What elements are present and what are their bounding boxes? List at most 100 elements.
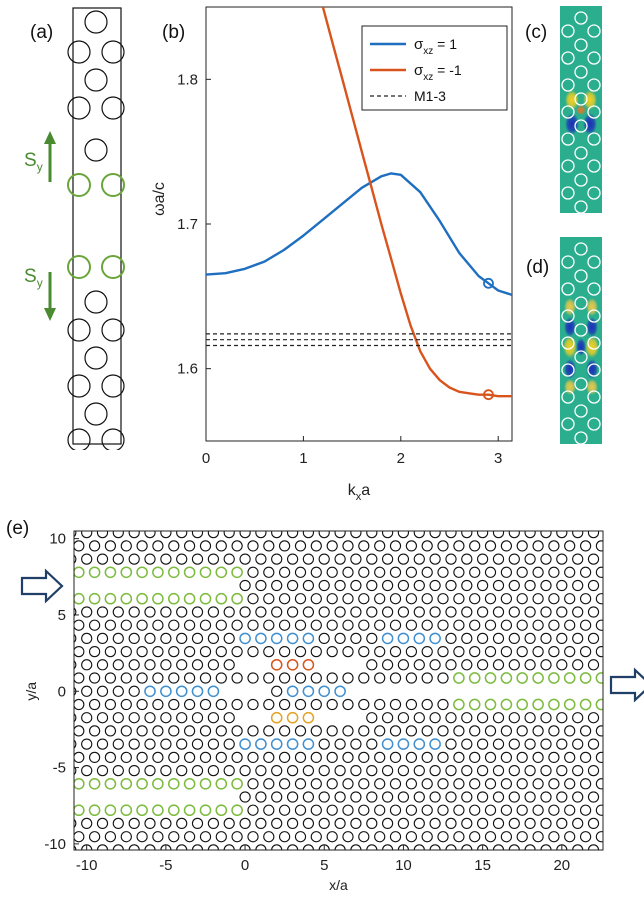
air-hole — [334, 738, 346, 750]
blue-hole — [286, 685, 299, 698]
air-hole — [366, 712, 378, 724]
air-hole — [548, 831, 560, 843]
air-hole — [74, 607, 77, 617]
air-hole — [587, 78, 601, 92]
air-hole — [278, 619, 291, 631]
green-hole — [231, 566, 243, 579]
air-hole — [168, 540, 180, 552]
air-hole — [136, 672, 148, 684]
green-hole — [532, 672, 544, 684]
air-hole — [461, 712, 473, 724]
air-hole — [574, 242, 588, 256]
air-hole — [318, 791, 330, 803]
air-hole — [168, 619, 180, 631]
air-hole — [120, 619, 132, 631]
air-hole — [231, 698, 243, 711]
air-hole — [334, 764, 346, 777]
air-hole — [389, 804, 402, 816]
air-hole — [421, 566, 433, 578]
green-hole — [74, 777, 85, 790]
air-hole — [579, 751, 592, 764]
air-hole — [74, 619, 85, 631]
air-hole — [604, 607, 614, 617]
air-hole — [326, 725, 338, 737]
green-hole — [104, 777, 117, 790]
air-hole — [476, 712, 489, 724]
x-tick-label: 0 — [202, 450, 210, 467]
plot-frame — [73, 530, 604, 851]
air-hole — [595, 778, 603, 790]
x-tick-label: 3 — [494, 450, 502, 467]
air-hole — [604, 818, 614, 828]
air-hole — [413, 531, 425, 539]
air-hole — [84, 68, 108, 92]
air-hole — [381, 553, 394, 565]
air-hole — [74, 531, 77, 538]
air-hole — [104, 751, 117, 764]
y-axis-label: ωa/c — [151, 182, 168, 216]
air-hole — [294, 672, 307, 684]
blue-hole — [318, 685, 331, 698]
field-lobe — [586, 317, 598, 337]
green-hole — [167, 804, 180, 817]
air-hole — [484, 831, 497, 843]
air-hole — [207, 632, 220, 645]
air-hole — [587, 579, 600, 592]
air-hole — [84, 138, 108, 162]
air-hole — [160, 764, 172, 777]
air-hole — [176, 606, 188, 618]
air-hole — [461, 738, 473, 750]
air-hole — [263, 540, 275, 552]
air-hole — [207, 659, 220, 671]
air-hole — [239, 817, 251, 830]
green-hole — [104, 804, 117, 817]
air-hole — [540, 632, 552, 645]
air-hole — [74, 751, 85, 764]
defect-hole — [67, 255, 91, 279]
green-hole — [579, 672, 592, 684]
air-hole — [484, 778, 497, 790]
air-hole — [120, 645, 132, 658]
air-hole — [120, 751, 132, 764]
band-diagram-chart: 0 1 2 3 1.6 1.7 1.8 kxa ωa/c σxz = 1 σxz = -1 M1-3 — [151, 6, 513, 503]
air-hole — [556, 632, 568, 645]
panel-label-d: (d) — [526, 257, 550, 278]
air-hole — [239, 764, 251, 777]
air-hole — [96, 817, 109, 830]
air-hole — [342, 804, 354, 816]
air-hole — [564, 619, 576, 631]
air-hole — [413, 606, 425, 618]
air-hole — [310, 619, 322, 631]
mode-profile-c — [560, 6, 602, 213]
air-hole — [595, 619, 603, 631]
green-hole — [231, 804, 243, 817]
air-hole — [334, 791, 346, 803]
air-hole — [112, 738, 124, 750]
x-tick-label: 20 — [553, 857, 570, 874]
air-hole — [342, 593, 354, 605]
air-hole — [342, 698, 354, 711]
air-hole — [381, 659, 394, 671]
air-hole — [326, 619, 338, 631]
air-hole — [278, 751, 291, 764]
air-hole — [334, 632, 346, 645]
air-hole — [381, 817, 394, 830]
air-hole — [421, 698, 433, 711]
air-hole — [508, 712, 520, 724]
air-hole — [310, 831, 322, 843]
air-hole — [469, 725, 481, 737]
blue-hole — [270, 738, 283, 750]
air-hole — [574, 269, 588, 283]
air-hole — [168, 672, 180, 684]
air-hole — [461, 764, 473, 777]
air-hole — [176, 531, 188, 539]
air-hole — [389, 645, 402, 658]
y-tick-label: 0 — [58, 683, 66, 700]
mode-marker — [483, 277, 494, 289]
air-hole — [231, 540, 243, 552]
sy-subscript: y — [36, 275, 43, 290]
green-hole — [104, 592, 117, 605]
air-hole — [540, 764, 552, 777]
air-hole — [595, 645, 603, 658]
air-hole — [445, 659, 457, 671]
